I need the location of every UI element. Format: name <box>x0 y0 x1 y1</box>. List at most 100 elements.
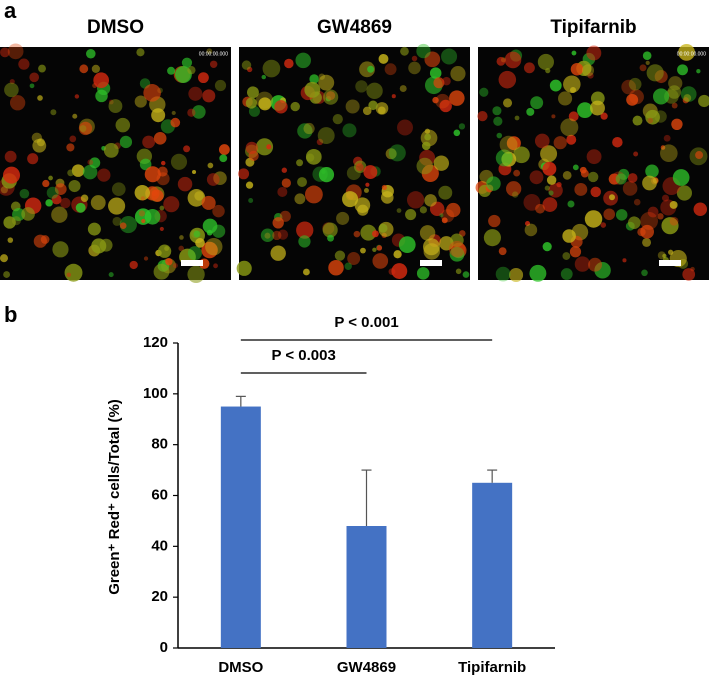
cell <box>270 245 286 261</box>
cell <box>359 61 375 78</box>
cell <box>416 157 434 175</box>
cell <box>384 63 397 76</box>
cell <box>433 155 450 171</box>
cell <box>398 236 416 254</box>
cell <box>662 253 667 259</box>
cell <box>139 158 152 171</box>
cell <box>365 182 370 187</box>
cell <box>134 184 150 201</box>
cell <box>345 99 360 114</box>
cell <box>586 45 602 61</box>
cell <box>266 144 272 150</box>
cell <box>129 260 138 270</box>
cell <box>353 230 361 238</box>
y-tick-label: 100 <box>143 385 168 402</box>
cell <box>347 252 361 265</box>
cell <box>218 144 230 155</box>
cell <box>74 94 80 99</box>
cell <box>562 170 572 180</box>
cell <box>558 91 573 106</box>
cell <box>391 263 408 279</box>
cell <box>323 89 339 105</box>
image-title: GW4869 <box>317 17 392 38</box>
cell <box>87 222 101 236</box>
cell <box>31 132 42 143</box>
cell <box>27 153 39 165</box>
y-tick-label: 40 <box>151 537 168 554</box>
cell <box>205 237 223 256</box>
cell <box>202 89 216 103</box>
cell <box>378 221 394 237</box>
cell <box>297 177 307 187</box>
cell <box>144 208 161 225</box>
cell <box>187 265 205 284</box>
cell <box>653 88 670 105</box>
cell <box>671 102 678 109</box>
cell <box>236 260 252 276</box>
cell <box>493 116 503 126</box>
cell <box>241 60 252 70</box>
cell <box>639 64 647 72</box>
cell <box>111 182 126 197</box>
cell <box>499 135 518 154</box>
cell <box>295 52 311 69</box>
cell <box>11 216 21 226</box>
cell <box>143 256 149 261</box>
cell <box>645 164 659 178</box>
cell <box>646 64 664 82</box>
cell <box>261 74 266 80</box>
cell <box>548 190 554 196</box>
cell <box>642 175 657 191</box>
cell <box>556 181 562 188</box>
cell <box>298 235 311 248</box>
cell <box>509 267 524 283</box>
cell <box>366 82 383 100</box>
cell <box>21 207 35 221</box>
cell <box>140 196 146 201</box>
y-tick-label: 120 <box>143 334 168 351</box>
cell <box>372 247 377 252</box>
cell <box>396 208 402 213</box>
cell <box>442 76 451 86</box>
cell <box>506 136 521 151</box>
cell <box>388 144 406 162</box>
cell <box>693 202 708 217</box>
cell <box>238 168 250 180</box>
cell <box>419 206 427 214</box>
cell <box>7 237 14 243</box>
cell <box>172 263 178 269</box>
cell <box>201 195 216 210</box>
cell <box>622 258 627 263</box>
cell <box>645 60 650 65</box>
cell <box>246 86 259 99</box>
cell <box>529 170 544 185</box>
cell <box>542 161 557 176</box>
cell <box>695 151 704 160</box>
cell <box>66 143 75 152</box>
cell <box>318 167 335 183</box>
cell <box>571 50 577 56</box>
timestamp: 00:00:00.000 <box>199 51 228 57</box>
cell <box>514 115 520 121</box>
cell <box>322 222 338 238</box>
cell <box>115 117 131 133</box>
cell <box>590 186 601 198</box>
cell <box>657 213 664 220</box>
cell <box>567 200 575 208</box>
cell <box>19 188 30 199</box>
cell <box>277 186 288 197</box>
cell <box>206 48 213 55</box>
cell <box>411 55 418 62</box>
cell <box>498 247 507 256</box>
cell <box>678 43 695 61</box>
cell <box>171 110 176 116</box>
cell <box>277 229 289 240</box>
cell <box>151 189 158 197</box>
cell <box>167 66 176 75</box>
cell <box>512 191 519 198</box>
cell <box>297 123 313 139</box>
significance-label: P < 0.003 <box>271 347 335 364</box>
cell <box>362 106 372 116</box>
cell <box>157 244 172 258</box>
cell <box>4 150 17 163</box>
